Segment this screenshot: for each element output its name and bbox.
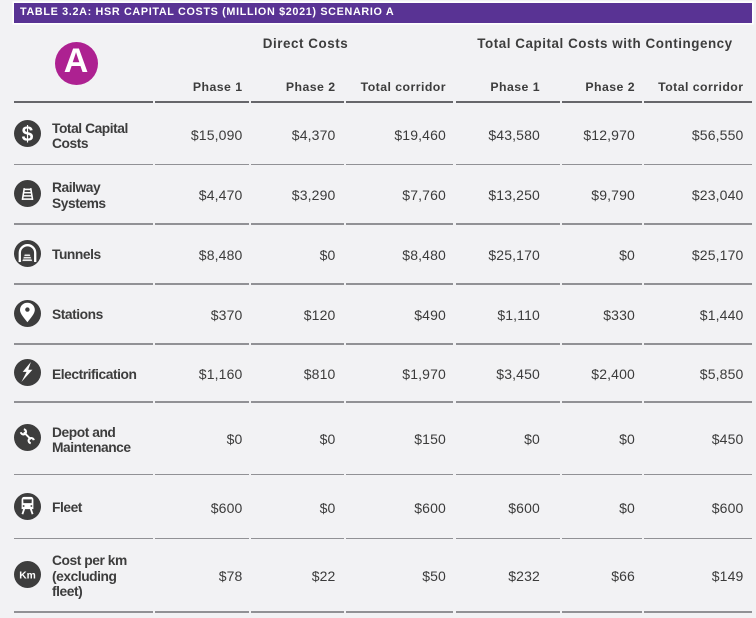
svg-text:Km: Km [19,570,36,581]
svg-text:$: $ [22,123,34,146]
